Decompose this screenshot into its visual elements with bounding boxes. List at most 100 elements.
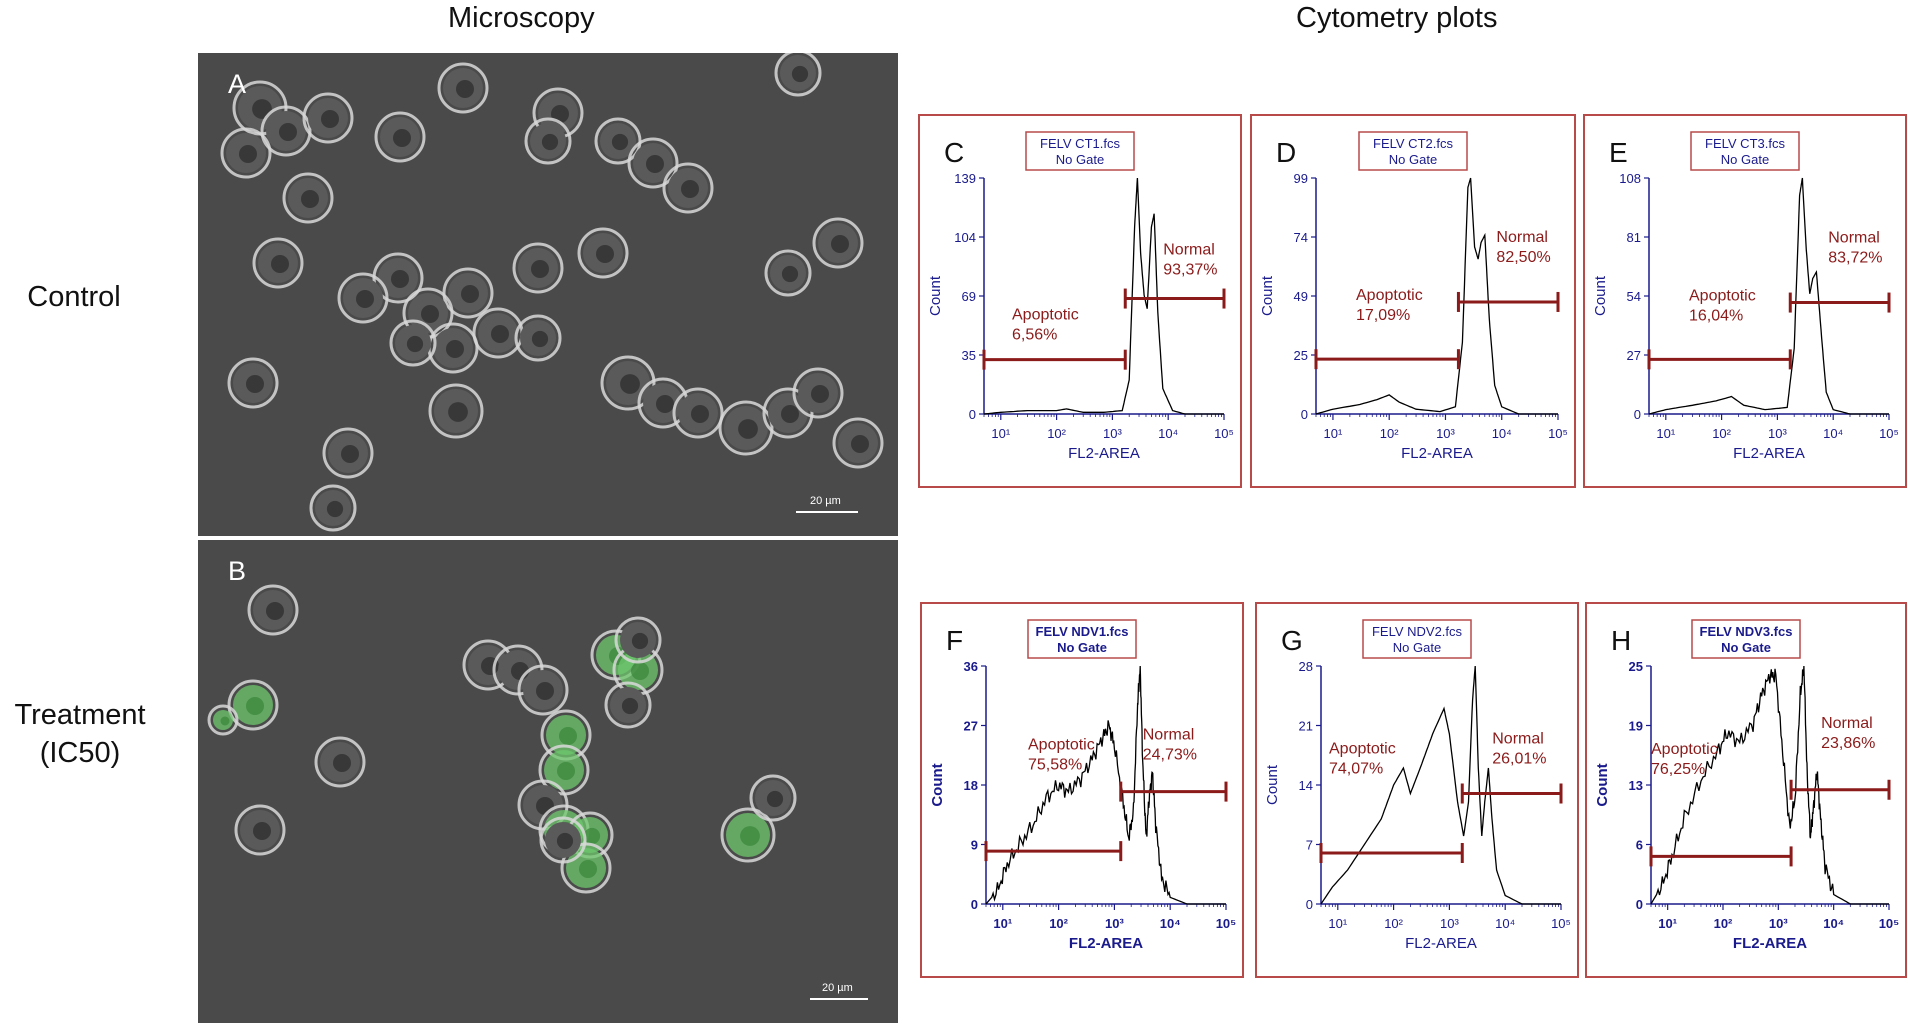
plot-panel-letter: E: [1609, 137, 1628, 168]
y-tick-label: 81: [1627, 230, 1641, 245]
apoptotic-gate: [1649, 846, 1793, 867]
treatment-label-line1: Treatment: [14, 699, 146, 731]
y-tick-label: 104: [954, 230, 976, 245]
apoptotic-gate: [1647, 349, 1792, 370]
plot-panel-letter: C: [944, 137, 964, 168]
x-tick-label: 10²: [1380, 426, 1399, 441]
cell: [234, 804, 286, 856]
normal-label: Normal: [1143, 727, 1195, 744]
cell: [252, 237, 304, 289]
apoptotic-gate: [1314, 349, 1460, 370]
treatment-row-label: Treatment (IC50): [0, 696, 160, 772]
cell: [792, 367, 844, 419]
panel-label-B: B: [228, 556, 247, 586]
x-tick-label: 10³: [1440, 916, 1459, 931]
cell: [762, 387, 814, 439]
cell: [472, 307, 524, 359]
y-tick-label: 0: [969, 407, 976, 422]
normal-gate: [1788, 292, 1891, 313]
y-axis-label: Count: [1592, 275, 1609, 316]
cell: [442, 267, 494, 319]
normal-label: Normal: [1163, 242, 1215, 259]
apoptotic-gate: [984, 841, 1123, 862]
gate-label: No Gate: [1393, 640, 1441, 655]
file-name: FELV NDV1.fcs: [1036, 624, 1129, 639]
cell: [437, 62, 489, 114]
file-name: FELV NDV2.fcs: [1372, 624, 1463, 639]
cell: [662, 162, 714, 214]
x-tick-label: 10²: [1714, 916, 1733, 931]
x-tick-label: 10¹: [1328, 916, 1347, 931]
cell: [282, 172, 334, 224]
cell: [577, 227, 629, 279]
x-tick-label: 10⁴: [1495, 916, 1515, 931]
x-tick-label: 10⁴: [1160, 916, 1181, 931]
apoptotic-label: Apoptotic: [1329, 741, 1396, 758]
cytometry-plot-C: C FELV CT1.fcs No Gate 0 35 69 104 139 10¹ 10² 10³…: [918, 114, 1242, 488]
y-tick-label: 19: [1629, 719, 1643, 734]
apoptotic-label: Apoptotic: [1356, 287, 1423, 304]
file-box: [1691, 619, 1801, 659]
y-tick-label: 27: [1627, 348, 1641, 363]
cell: [389, 319, 437, 367]
x-tick-label: 10³: [1768, 426, 1787, 441]
cell: [539, 816, 587, 864]
cell: [247, 584, 299, 636]
apoptotic-value: 75,58%: [1028, 757, 1082, 774]
cell: [514, 314, 562, 362]
histogram-trace: [1315, 177, 1558, 415]
y-tick-label: 99: [1294, 171, 1308, 186]
histogram-trace: [1648, 177, 1889, 415]
gate-label: No Gate: [1057, 640, 1107, 655]
cytometry-plot-F: F FELV NDV1.fcs No Gate 0 9 18 27 36 10¹ 10² 10³ 10…: [920, 602, 1244, 978]
apoptotic-gate: [982, 349, 1127, 370]
x-tick-label: 10⁵: [1551, 916, 1571, 931]
cell: [427, 322, 479, 374]
x-tick-label: 10¹: [991, 426, 1010, 441]
x-tick-label: 10⁵: [1216, 916, 1237, 931]
y-tick-label: 14: [1299, 778, 1313, 793]
x-tick-label: 10⁵: [1879, 426, 1899, 441]
y-tick-label: 108: [1619, 171, 1641, 186]
x-axis-label: FL2-AREA: [1733, 935, 1807, 952]
y-tick-label: 21: [1299, 719, 1313, 734]
y-tick-label: 25: [1294, 348, 1308, 363]
normal-value: 26,01%: [1492, 751, 1546, 768]
y-tick-label: 28: [1299, 659, 1313, 674]
y-tick-label: 18: [964, 778, 978, 793]
y-tick-label: 13: [1629, 778, 1643, 793]
cytometry-header: Cytometry plots: [1296, 2, 1498, 34]
cytometry-plot-D: D FELV CT2.fcs No Gate 0 25 49 74 99 10¹ 10² 10³ 10…: [1250, 114, 1576, 488]
scale-bar-A: [796, 511, 858, 513]
y-tick-label: 0: [1306, 897, 1313, 912]
control-row-label: Control: [27, 281, 121, 313]
x-tick-label: 10¹: [993, 916, 1012, 931]
cell: [207, 704, 239, 736]
x-tick-label: 10³: [1105, 916, 1124, 931]
cell: [764, 249, 812, 297]
y-axis-label: Count: [1259, 275, 1276, 316]
cell: [720, 807, 776, 863]
x-tick-label: 10⁴: [1492, 426, 1512, 441]
apoptotic-value: 17,09%: [1356, 307, 1410, 324]
normal-value: 83,72%: [1828, 250, 1882, 267]
file-name: FELV CT2.fcs: [1373, 136, 1453, 151]
x-tick-label: 10¹: [1324, 426, 1343, 441]
cell: [428, 383, 484, 439]
cell: [227, 357, 279, 409]
y-tick-label: 25: [1629, 659, 1643, 674]
cell: [374, 111, 426, 163]
cell: [322, 427, 374, 479]
apoptotic-value: 76,25%: [1651, 761, 1705, 778]
normal-label: Normal: [1821, 715, 1873, 732]
microscopy-header: Microscopy: [448, 2, 595, 34]
cell: [512, 242, 564, 294]
x-axis-label: FL2-AREA: [1069, 935, 1143, 952]
y-tick-label: 139: [954, 171, 976, 186]
cell: [832, 417, 884, 469]
normal-label: Normal: [1492, 731, 1544, 748]
normal-value: 93,37%: [1163, 262, 1217, 279]
file-box: [1025, 131, 1135, 171]
x-tick-label: 10³: [1769, 916, 1788, 931]
cell: [309, 484, 357, 532]
